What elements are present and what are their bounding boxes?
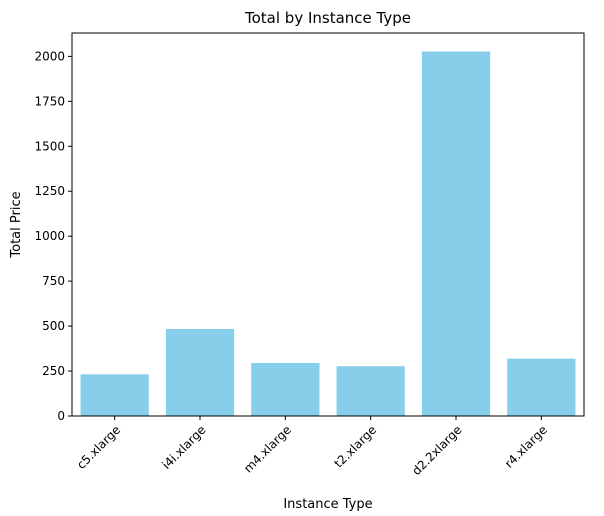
- bar-c5-xlarge: [80, 374, 149, 416]
- y-tick-label: 0: [57, 409, 65, 423]
- bars-group: [80, 51, 576, 417]
- bar-d2-2xlarge: [421, 51, 491, 417]
- bar-m4-xlarge: [251, 362, 320, 416]
- y-tick-label: 1250: [34, 184, 65, 198]
- y-tick-label: 2000: [34, 49, 65, 63]
- x-tick-label: t2.xlarge: [331, 423, 379, 471]
- y-tick-label: 500: [42, 319, 65, 333]
- x-axis: c5.xlarge i4i.xlarge m4.xlarge t2.xlarge d2.…: [74, 416, 550, 478]
- x-tick-label: i4i.xlarge: [159, 423, 208, 472]
- bar-t2-xlarge: [336, 366, 405, 416]
- x-tick-label: d2.2xlarge: [409, 423, 464, 478]
- plot-frame: [71, 32, 585, 417]
- bar-r4-xlarge: [507, 358, 576, 416]
- x-tick-label: c5.xlarge: [74, 423, 123, 472]
- y-tick-label: 750: [42, 274, 65, 288]
- y-tick-label: 1500: [34, 139, 65, 153]
- y-axis-label: Total Price: [9, 191, 24, 258]
- y-tick-label: 1750: [34, 94, 65, 108]
- x-tick-label: r4.xlarge: [502, 423, 550, 471]
- y-tick-label: 250: [42, 364, 65, 378]
- y-axis: 0 250 500 750 1000 1250 1500 1750 2000: [34, 49, 72, 423]
- x-tick-label: m4.xlarge: [241, 423, 294, 476]
- chart-title: Total by Instance Type: [244, 9, 411, 27]
- y-tick-label: 1000: [34, 229, 65, 243]
- bar-i4i-xlarge: [165, 328, 235, 416]
- x-axis-label: Instance Type: [283, 497, 372, 512]
